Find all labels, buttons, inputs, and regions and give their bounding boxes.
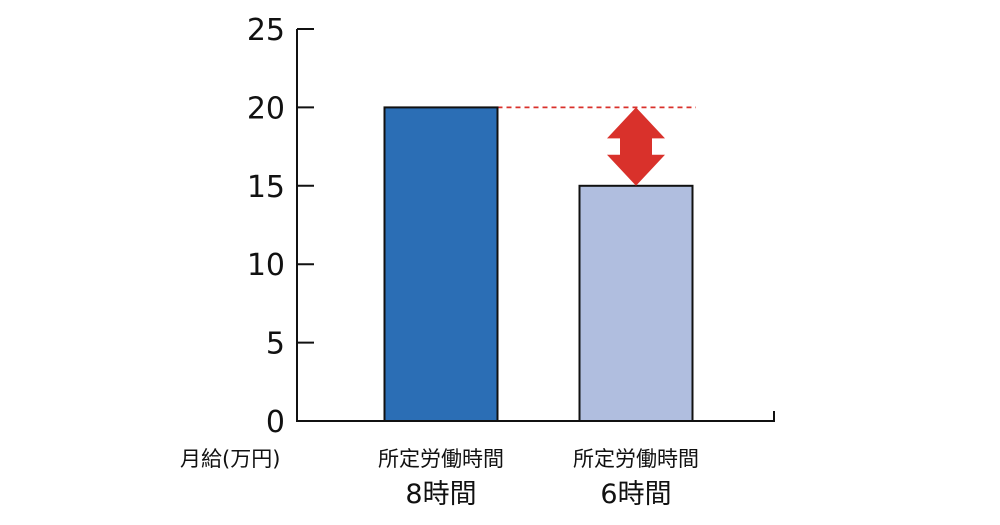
bar-2 (578, 184, 694, 422)
category-label-line2: 6時間 (600, 479, 671, 510)
y-tick-label: 5 (266, 327, 285, 362)
category-labels-layer: 所定労働時間 8時間 所定労働時間 6時間 (378, 447, 699, 510)
axes-layer (296, 29, 775, 422)
y-tick-label: 0 (266, 405, 285, 440)
y-unit-label: 月給(万円) (180, 447, 280, 471)
y-tick-label: 25 (247, 13, 285, 48)
category-label-line1: 所定労働時間 (378, 447, 504, 471)
bar-1 (383, 106, 499, 423)
y-tick-label: 20 (247, 91, 285, 126)
category-label-line1: 所定労働時間 (573, 447, 699, 471)
bars-layer (383, 106, 694, 423)
y-tick-label: 15 (247, 170, 285, 205)
difference-double-arrow (607, 107, 665, 186)
category-label-line2: 8時間 (405, 479, 476, 510)
y-ticks-layer: 0 5 10 15 20 25 (247, 13, 314, 440)
y-tick-label: 10 (247, 248, 285, 283)
difference-arrow-layer (607, 107, 665, 186)
